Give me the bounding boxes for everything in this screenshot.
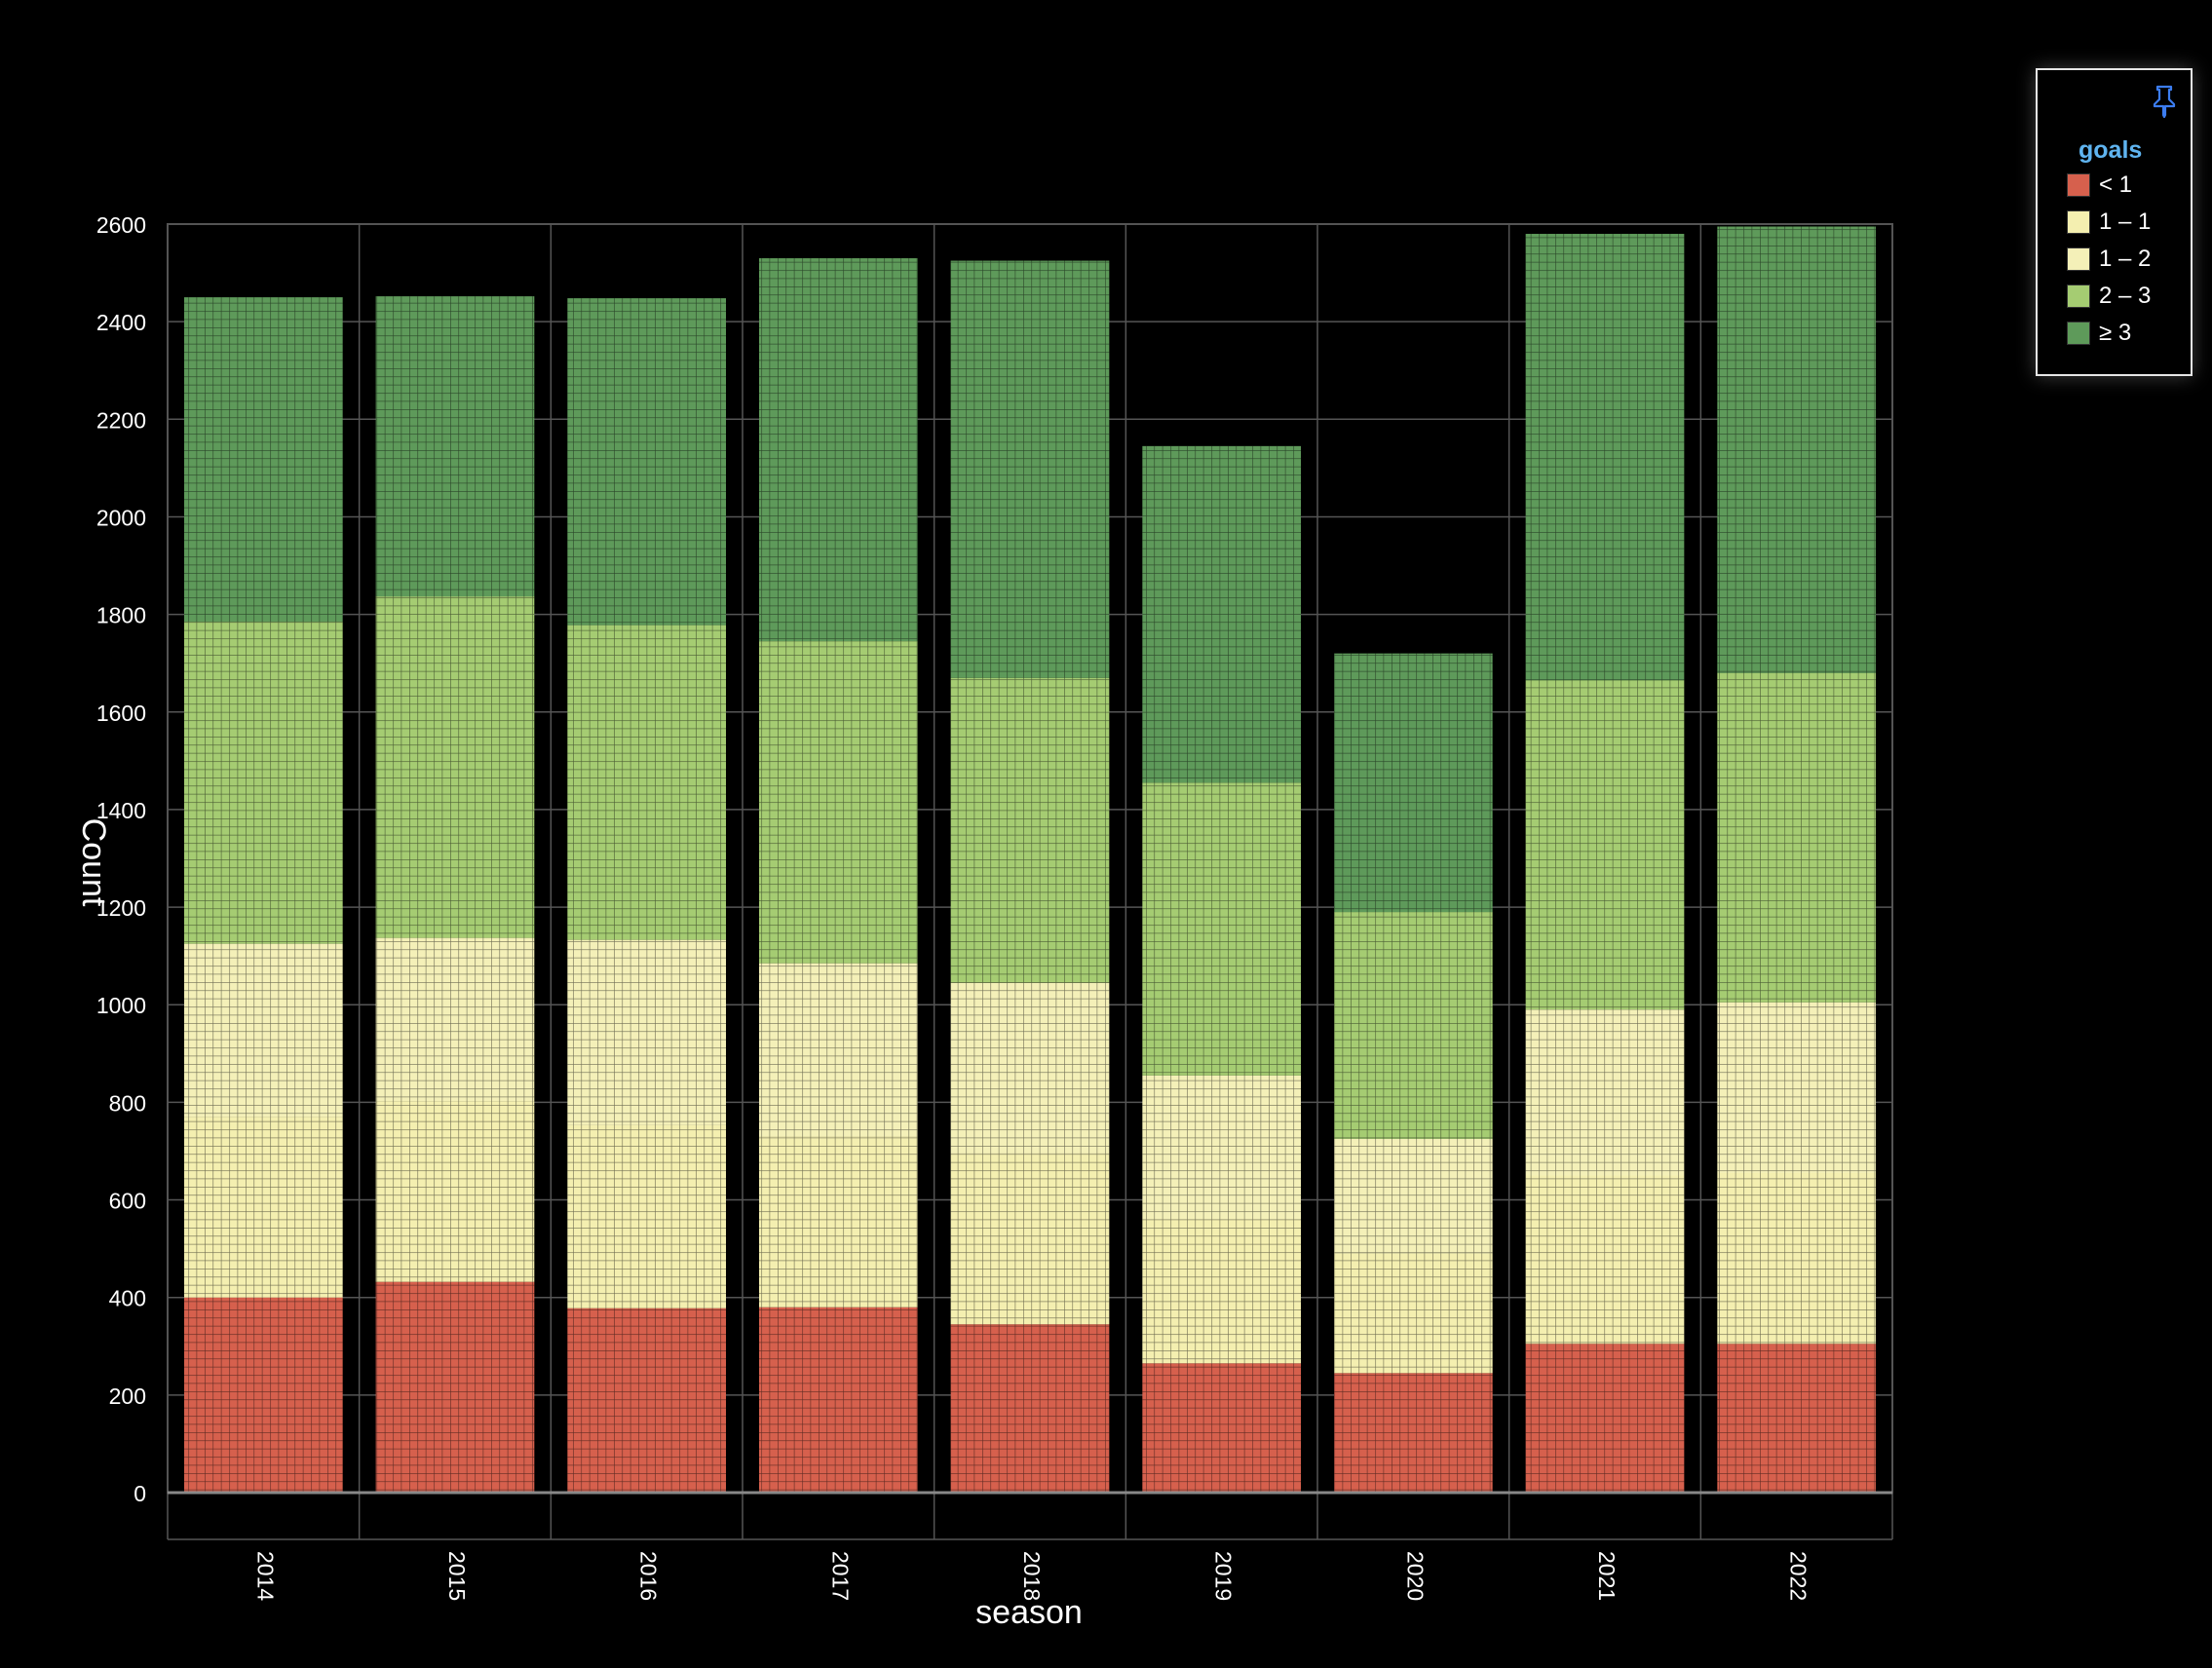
bar-cell-grid [375, 1101, 535, 1282]
legend-label: 1 – 1 [2099, 208, 2152, 235]
bar-cell-grid [759, 1136, 918, 1308]
bar-cell-grid [567, 298, 726, 626]
y-tick-label: 2200 [96, 407, 146, 433]
legend-swatch [2067, 210, 2090, 234]
y-tick-label: 0 [133, 1481, 146, 1506]
x-tick-label: 2016 [636, 1551, 662, 1601]
bar-cell-grid [1142, 1363, 1301, 1493]
x-tick-label: 2018 [1019, 1551, 1045, 1601]
bar-cell-grid [1334, 653, 1493, 913]
y-tick-label: 1400 [96, 798, 146, 823]
bar-cell-grid [759, 1307, 918, 1493]
bars [184, 226, 1876, 1493]
y-tick-label: 400 [109, 1286, 146, 1311]
bar-cell-grid [759, 963, 918, 1137]
bar-cell-grid [1717, 1002, 1876, 1173]
bar-cell-grid [1525, 1344, 1685, 1493]
legend-label: ≥ 3 [2099, 320, 2132, 346]
legend-title: goals [2079, 136, 2143, 164]
pin-icon[interactable] [2150, 84, 2179, 119]
bar-cell-grid [1142, 445, 1301, 783]
bar-cell-grid [567, 1308, 726, 1493]
bar-cell-grid [1334, 1253, 1493, 1374]
bar-cell-grid [950, 982, 1110, 1154]
bar-cell-grid [375, 937, 535, 1102]
bar-cell-grid [1525, 1175, 1685, 1345]
bar-cell-grid [950, 1153, 1110, 1325]
bar-cell-grid [950, 1324, 1110, 1493]
bar-cell-grid [184, 1297, 343, 1493]
legend-swatch [2067, 247, 2090, 271]
legend-swatch [2067, 284, 2090, 308]
legend: goals < 1 1 – 1 1 – 2 2 – 3 ≥ 3 [2036, 68, 2193, 376]
bar-cell-grid [1142, 1219, 1301, 1364]
legend-item[interactable]: < 1 [2067, 171, 2132, 199]
bar-cell-grid [759, 258, 918, 642]
x-axis-title: season [975, 1594, 1083, 1631]
bar-cell-grid [1525, 234, 1685, 681]
bar-cell-grid [567, 625, 726, 940]
legend-label: 2 – 3 [2099, 283, 2152, 309]
bar-cell-grid [567, 939, 726, 1125]
y-tick-label: 800 [109, 1090, 146, 1116]
axes: 0 200 400 600 800 1000 1200 1400 1600 1800 2000 220… [96, 212, 1892, 1601]
legend-label: 1 – 2 [2099, 246, 2152, 272]
legend-item[interactable]: 1 – 1 [2067, 208, 2151, 236]
bar-cell-grid [1717, 1172, 1876, 1345]
y-tick-label: 2000 [96, 505, 146, 530]
y-axis-title: Count [75, 818, 112, 907]
bar-cell-grid [567, 1124, 726, 1308]
bar-cell-grid [375, 1281, 535, 1493]
bar-cell-grid [184, 943, 343, 1118]
bar-cell-grid [184, 1117, 343, 1298]
bar-cell-grid [1142, 782, 1301, 1076]
x-tick-label: 2014 [252, 1551, 278, 1601]
legend-item[interactable]: 1 – 2 [2067, 246, 2151, 273]
y-tick-label: 1600 [96, 701, 146, 726]
bar-cell-grid [950, 260, 1110, 678]
bar-cell-grid [1334, 1138, 1493, 1254]
bar-cell-grid [1142, 1075, 1301, 1220]
bar-cell-grid [1717, 1344, 1876, 1493]
bar-cell-grid [184, 622, 343, 944]
legend-label: < 1 [2099, 171, 2133, 198]
bar-cell-grid [1525, 1009, 1685, 1176]
bar-cell-grid [375, 596, 535, 938]
bar-cell-grid [950, 677, 1110, 983]
y-tick-label: 1000 [96, 993, 146, 1018]
x-tick-label: 2017 [827, 1551, 853, 1601]
bar-cell-grid [1717, 672, 1876, 1003]
bar-cell-grid [1525, 680, 1685, 1010]
x-tick-label: 2015 [444, 1551, 470, 1601]
x-tick-label: 2022 [1786, 1551, 1812, 1601]
y-tick-label: 600 [109, 1189, 146, 1214]
y-tick-label: 200 [109, 1384, 146, 1409]
x-tick-label: 2021 [1594, 1551, 1620, 1601]
bar-cell-grid [184, 297, 343, 623]
bar-cell-grid [375, 296, 535, 597]
y-tick-label: 2400 [96, 310, 146, 335]
legend-swatch [2067, 322, 2090, 345]
y-tick-label: 1800 [96, 603, 146, 628]
legend-item[interactable]: ≥ 3 [2067, 320, 2131, 347]
bar-cell-grid [1334, 912, 1493, 1139]
bar-cell-grid [1717, 226, 1876, 673]
legend-swatch [2067, 173, 2090, 197]
bar-cell-grid [759, 641, 918, 964]
legend-item[interactable]: 2 – 3 [2067, 283, 2151, 310]
y-tick-label: 2600 [96, 212, 146, 238]
bar-cell-grid [1334, 1373, 1493, 1493]
x-tick-label: 2019 [1211, 1551, 1237, 1601]
y-tick-label: 1200 [96, 895, 146, 921]
x-tick-label: 2020 [1402, 1551, 1428, 1601]
